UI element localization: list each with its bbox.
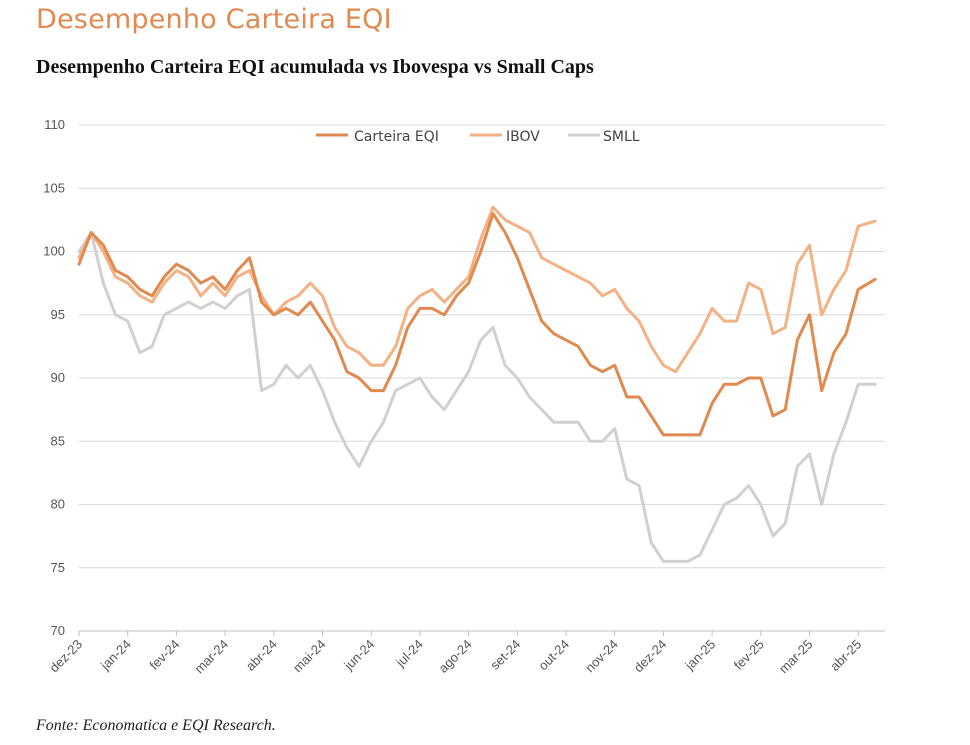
x-tick-label: set-24	[487, 637, 523, 673]
series-line-smll	[77, 231, 877, 563]
x-tick-label: mar-25	[776, 637, 816, 677]
legend: Carteira EQI IBOV SMLL	[316, 129, 640, 145]
page-title: Desempenho Carteira EQI	[36, 4, 392, 35]
x-tick-label: nov-24	[582, 637, 621, 676]
y-tick-label: 95	[51, 307, 65, 322]
y-tick-label: 85	[51, 433, 65, 448]
legend-label: Carteira EQI	[354, 129, 439, 145]
x-tick-label: mar-24	[191, 637, 231, 677]
y-tick-label: 90	[51, 370, 65, 385]
y-tick-label: 75	[51, 560, 65, 575]
y-tick-label: 105	[43, 180, 65, 195]
y-tick-label: 100	[43, 244, 65, 259]
source-note: Fonte: Economatica e EQI Research.	[36, 717, 276, 734]
x-tick-label: fev-24	[146, 637, 182, 673]
x-tick-label: abr-24	[243, 637, 280, 674]
x-tick-label: dez-23	[46, 637, 85, 676]
y-tick-label: 70	[51, 623, 65, 638]
x-tick-label: jun-24	[340, 637, 377, 674]
legend-label: SMLL	[603, 129, 640, 145]
x-tick-label: ago-24	[435, 637, 474, 676]
gridlines	[79, 124, 885, 569]
x-tick-label: dez-24	[631, 637, 670, 676]
legend-label: IBOV	[506, 129, 540, 145]
x-tick-label: out-24	[535, 637, 572, 674]
y-tick-label: 110	[44, 117, 65, 132]
chart-title: Desempenho Carteira EQI acumulada vs Ibo…	[36, 56, 594, 78]
series-line-ibov	[77, 205, 877, 374]
x-tick-label: mai-24	[290, 637, 329, 676]
x-tick-label: fev-25	[731, 637, 767, 673]
series-lines	[77, 205, 877, 563]
x-tick-label: jan-24	[97, 637, 134, 674]
x-tick-label: jul-24	[392, 637, 426, 671]
series-line-carteira-eqi	[77, 212, 877, 437]
y-tick-label: 80	[51, 497, 65, 512]
x-tick-label: jan-25	[681, 637, 718, 674]
x-tick-label: abr-25	[827, 637, 864, 674]
